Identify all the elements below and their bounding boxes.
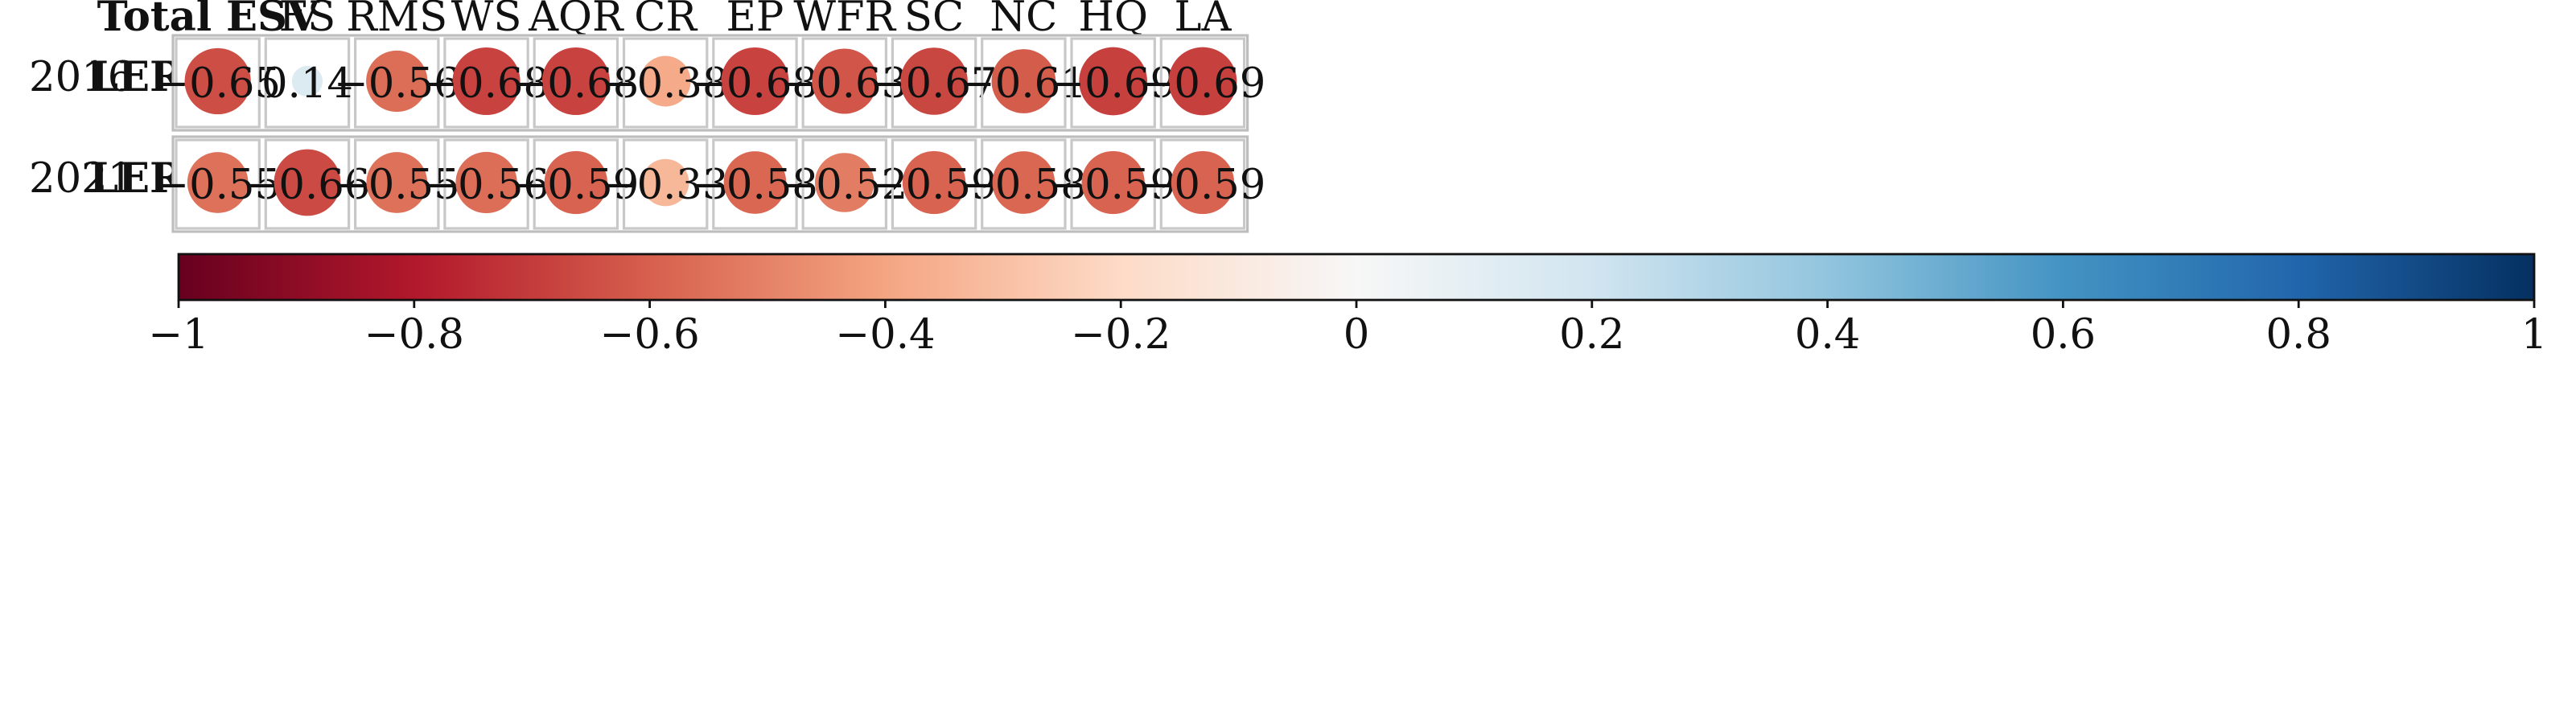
correlation-value-label: −0.59	[1140, 161, 1266, 209]
colorbar-tick-label: −0.4	[835, 310, 935, 359]
cell-frame	[533, 37, 619, 129]
cell-frame	[175, 37, 261, 129]
colorbar-tick-label: −0.2	[1071, 310, 1171, 359]
cell-frame	[354, 37, 440, 129]
correlation-circle	[274, 149, 341, 216]
cell-frame	[1070, 37, 1156, 129]
correlation-value-label: −0.63	[781, 60, 907, 108]
correlation-value-label: −0.67	[871, 60, 998, 108]
correlation-value-label: −0.66	[245, 161, 371, 209]
correlation-circle	[366, 152, 428, 213]
correlation-circle	[1171, 150, 1235, 215]
colorbar-tick-label: −0.6	[599, 310, 699, 359]
colorbar-tick-label: 0.2	[1559, 310, 1624, 359]
cell-frame	[981, 138, 1067, 230]
correlation-circle	[641, 158, 689, 207]
cell-frame	[264, 138, 351, 230]
correlation-value-label: −0.69	[1050, 60, 1176, 108]
cell-frame	[354, 138, 440, 230]
cell-frame	[264, 37, 351, 129]
correlation-value-label: −0.55	[334, 161, 460, 209]
correlation-value-label: −0.56	[334, 60, 460, 108]
colorbar-tick-label: 0	[1344, 310, 1370, 359]
cell-frame	[443, 138, 529, 230]
correlation-value-label: −0.61	[961, 60, 1087, 108]
correlation-circle	[721, 47, 789, 116]
cell-frame	[533, 138, 619, 230]
correlation-circle	[541, 47, 610, 116]
row-year-label: 2016	[29, 53, 134, 101]
cell-frame	[443, 37, 529, 129]
cell-frame	[622, 37, 709, 129]
colorbar-tick-label: 0.8	[2265, 310, 2331, 359]
cell-frame	[175, 138, 261, 230]
correlation-value-label: −0.65	[154, 60, 281, 108]
cell-frame	[801, 37, 887, 129]
correlation-circle	[291, 65, 323, 97]
correlation-value-label: −0.69	[1140, 60, 1266, 108]
correlation-value-label: −0.59	[871, 161, 998, 209]
correlation-value-label: −0.68	[423, 60, 549, 108]
correlation-circle	[812, 48, 878, 114]
correlation-circle	[640, 55, 691, 107]
correlation-value-label: −0.55	[154, 161, 281, 209]
cell-frame	[801, 138, 887, 230]
correlation-circle	[452, 47, 521, 116]
correlation-circle	[187, 152, 249, 213]
correlation-value-label: 0.14	[261, 60, 353, 108]
cell-frame	[891, 138, 977, 230]
correlation-circle	[900, 47, 968, 115]
correlation-circle	[366, 50, 428, 113]
colorbar-tick-label: 1	[2521, 310, 2548, 359]
correlation-circle	[1168, 47, 1237, 116]
correlation-value-label: −0.58	[961, 161, 1087, 209]
colorbar-tick-label: −1	[148, 310, 208, 359]
colorbar-tick-label: −0.8	[364, 310, 464, 359]
correlation-circle	[814, 153, 874, 212]
correlation-circle	[1079, 47, 1148, 116]
correlation-circle	[184, 47, 251, 115]
correlation-value-label: −0.59	[512, 161, 639, 209]
correlation-value-label: −0.38	[603, 60, 729, 108]
cell-frame	[981, 37, 1067, 129]
correlation-circle	[992, 151, 1056, 214]
correlation-circle	[544, 150, 608, 215]
correlation-value-label: −0.68	[692, 60, 818, 108]
cell-frame	[1159, 37, 1246, 129]
row-panel	[171, 34, 1249, 132]
cell-frame	[622, 138, 709, 230]
colorbar-tick-label: 0.4	[1795, 310, 1860, 359]
correlation-circle	[991, 49, 1056, 113]
correlation-value-label: −0.68	[512, 60, 639, 108]
colorbar	[177, 253, 2536, 302]
correlation-circle	[1081, 150, 1145, 215]
row-panel	[171, 135, 1249, 233]
correlation-circle	[723, 151, 787, 214]
correlation-value-label: −0.52	[781, 161, 907, 209]
cell-frame	[712, 37, 798, 129]
correlation-value-label: −0.58	[692, 161, 818, 209]
correlation-value-label: −0.33	[603, 161, 729, 209]
cell-frame	[891, 37, 977, 129]
correlation-circle	[902, 150, 966, 215]
correlation-value-label: −0.56	[423, 161, 549, 209]
correlation-value-label: −0.59	[1050, 161, 1176, 209]
correlation-circle	[455, 151, 517, 214]
cell-frame	[1159, 138, 1246, 230]
cell-frame	[1070, 138, 1156, 230]
cell-frame	[712, 138, 798, 230]
colorbar-tick-label: 0.6	[2031, 310, 2096, 359]
row-year-label: 2021	[29, 154, 134, 203]
